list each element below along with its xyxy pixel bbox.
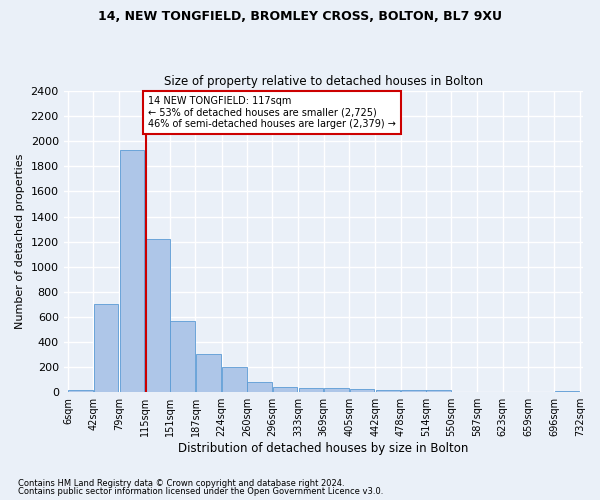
Text: 14, NEW TONGFIELD, BROMLEY CROSS, BOLTON, BL7 9XU: 14, NEW TONGFIELD, BROMLEY CROSS, BOLTON… xyxy=(98,10,502,23)
Bar xyxy=(68,390,93,392)
Bar xyxy=(554,391,580,392)
Bar xyxy=(247,382,272,392)
Y-axis label: Number of detached properties: Number of detached properties xyxy=(15,154,25,330)
Bar xyxy=(272,386,298,392)
Bar xyxy=(427,390,451,392)
Text: Contains public sector information licensed under the Open Government Licence v3: Contains public sector information licen… xyxy=(18,487,383,496)
Bar xyxy=(401,390,425,392)
Text: Contains HM Land Registry data © Crown copyright and database right 2024.: Contains HM Land Registry data © Crown c… xyxy=(18,478,344,488)
Bar xyxy=(350,389,374,392)
Bar xyxy=(120,150,145,392)
Bar xyxy=(324,388,349,392)
Text: 14 NEW TONGFIELD: 117sqm
← 53% of detached houses are smaller (2,725)
46% of sem: 14 NEW TONGFIELD: 117sqm ← 53% of detach… xyxy=(148,96,396,130)
Bar xyxy=(196,354,221,392)
Bar xyxy=(170,320,195,392)
Bar xyxy=(145,239,170,392)
X-axis label: Distribution of detached houses by size in Bolton: Distribution of detached houses by size … xyxy=(178,442,468,455)
Bar xyxy=(94,304,118,392)
Bar xyxy=(222,367,247,392)
Bar xyxy=(299,388,323,392)
Bar xyxy=(376,390,400,392)
Title: Size of property relative to detached houses in Bolton: Size of property relative to detached ho… xyxy=(164,76,482,88)
